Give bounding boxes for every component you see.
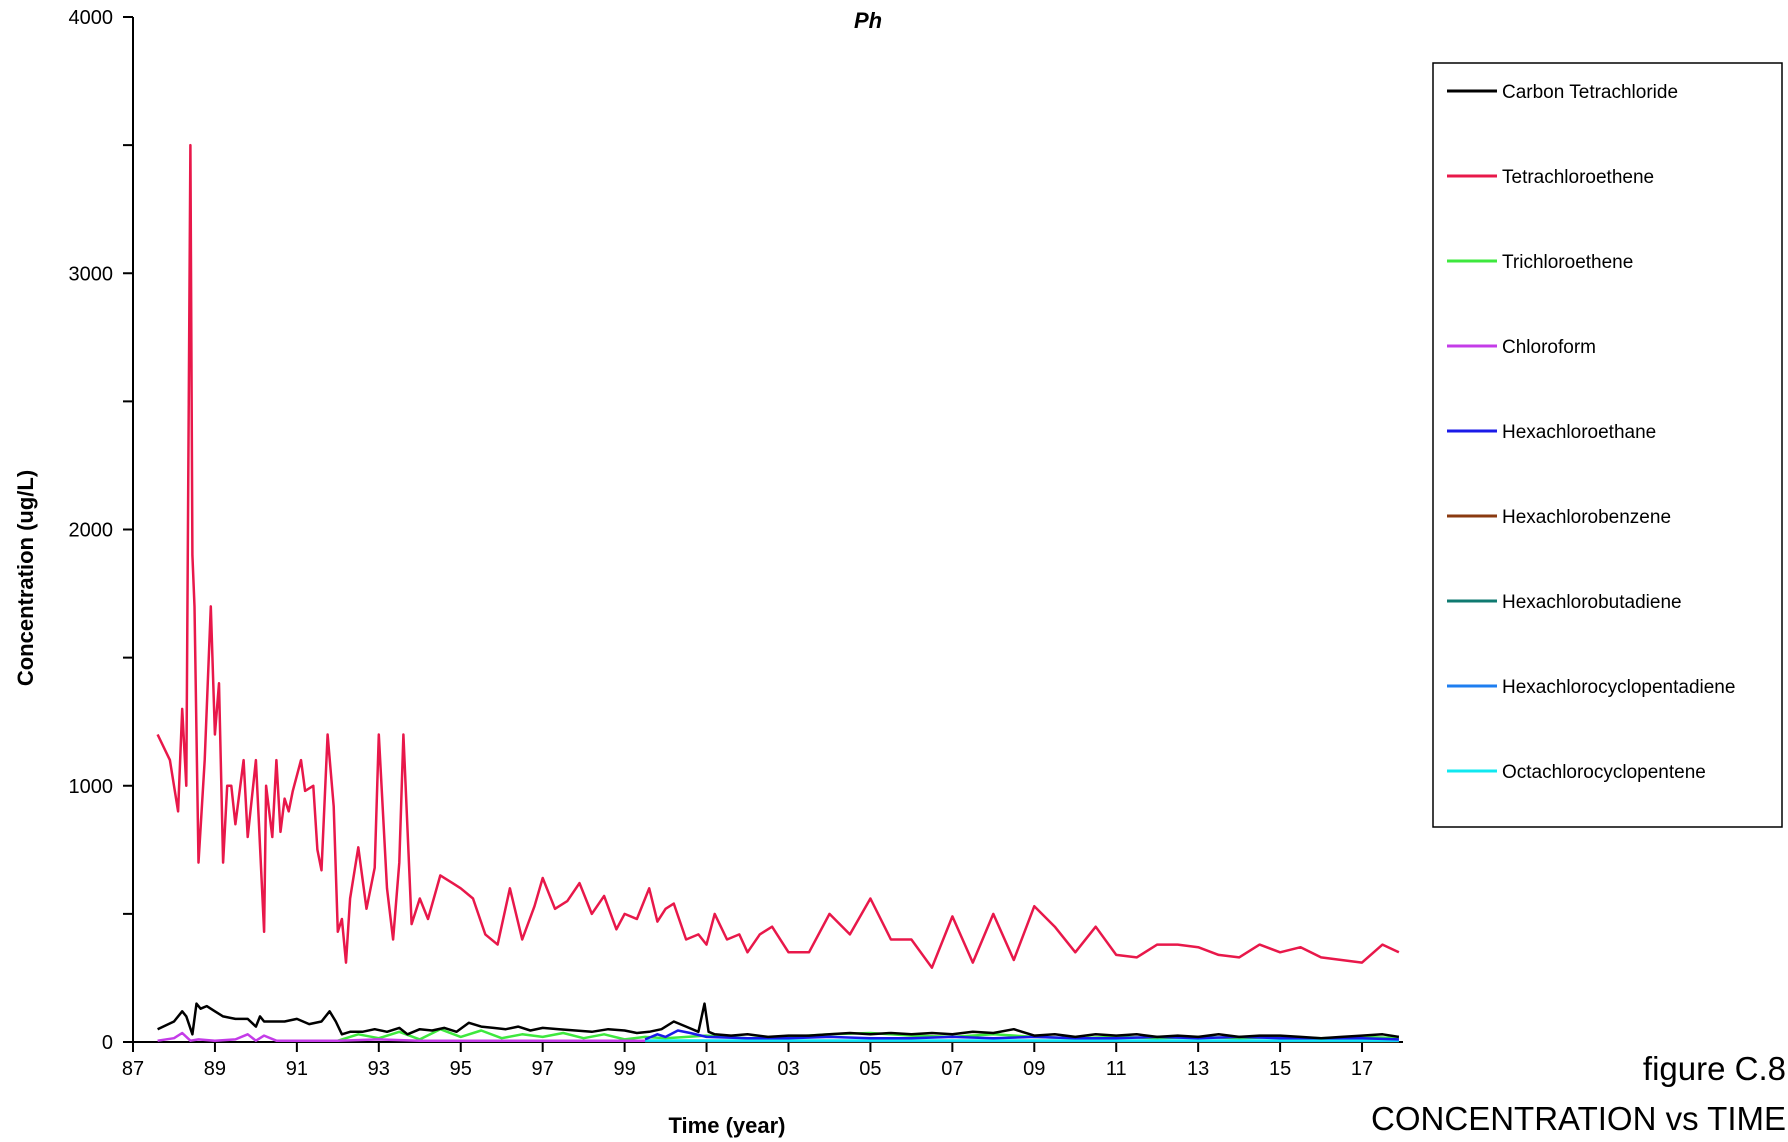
x-axis-title: Time (year) — [669, 1113, 786, 1138]
series-line-2 — [156, 143, 1400, 969]
y-tick-label: 1000 — [69, 776, 114, 798]
legend: Carbon Tetrachloride Tetrachloroethene Tri… — [1432, 62, 1783, 828]
legend-label: Tetrachloroethene — [1502, 167, 1654, 188]
series-line-1 — [157, 1002, 1400, 1040]
x-tick-label: 99 — [613, 1058, 635, 1080]
legend-box — [1432, 62, 1783, 828]
x-tick-label: 09 — [1023, 1058, 1045, 1080]
x-tick-label: 05 — [859, 1058, 881, 1080]
figure-number: figure C.8 — [1642, 1050, 1786, 1087]
x-tick-label: 91 — [286, 1058, 308, 1080]
legend-label: Hexachlorocyclopentadiene — [1502, 677, 1735, 698]
x-tick-label: 87 — [122, 1058, 144, 1080]
legend-label: Hexachloroethane — [1502, 422, 1656, 443]
legend-label: Hexachlorobutadiene — [1502, 592, 1682, 613]
series-line-5 — [644, 1029, 1399, 1041]
legend-label: Carbon Tetrachloride — [1502, 82, 1678, 103]
x-tick-label: 15 — [1269, 1058, 1291, 1080]
x-tick-label: 11 — [1106, 1058, 1127, 1080]
x-tick-label: 95 — [450, 1058, 472, 1080]
x-tick-label: 03 — [777, 1058, 799, 1080]
x-tick-label: 17 — [1351, 1058, 1373, 1080]
y-axis-title: Concentration (ug/L) — [13, 470, 38, 686]
legend-label: Octachlorocyclopentene — [1502, 762, 1706, 783]
chart-axes: 0 1000 2000 3000 4000 87 89 91 93 95 97 99 01 03 05 07 0… — [69, 7, 1403, 1080]
x-tick-label: 01 — [695, 1058, 717, 1080]
x-tick-label: 97 — [532, 1058, 554, 1080]
x-tick-label: 13 — [1187, 1058, 1209, 1080]
x-tick-label: 89 — [204, 1058, 226, 1080]
x-tick-label: 07 — [941, 1058, 963, 1080]
chart-title: Ph — [854, 8, 882, 33]
legend-label: Trichloroethene — [1502, 252, 1633, 273]
x-tick-label: 93 — [368, 1058, 390, 1080]
y-tick-label: 0 — [102, 1032, 113, 1054]
y-tick-label: 2000 — [69, 520, 114, 542]
y-tick-label: 3000 — [69, 263, 114, 285]
y-tick-label: 4000 — [69, 7, 114, 29]
figure-subtitle: CONCENTRATION vs TIME — [1371, 1100, 1786, 1137]
series-layer — [156, 143, 1400, 1043]
legend-label: Chloroform — [1502, 337, 1596, 358]
legend-label: Hexachlorobenzene — [1502, 507, 1671, 528]
